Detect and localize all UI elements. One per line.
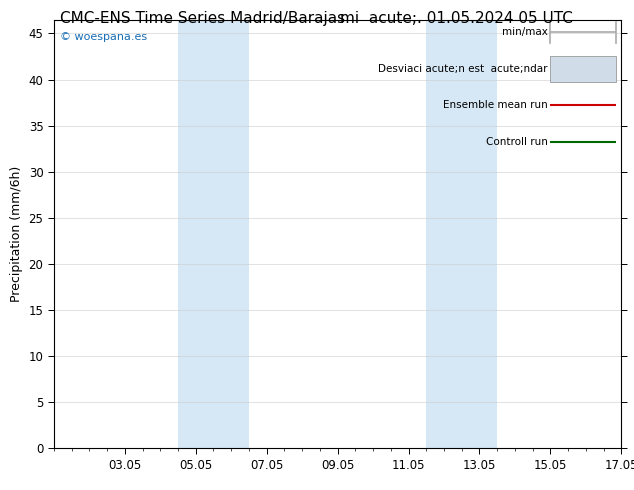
Bar [178, 20, 249, 448]
Text: Ensemble mean run: Ensemble mean run [443, 100, 548, 110]
Text: CMC-ENS Time Series Madrid/Barajas: CMC-ENS Time Series Madrid/Barajas [60, 11, 346, 26]
Text: © woespana.es: © woespana.es [60, 32, 146, 43]
Text: Controll run: Controll run [486, 137, 548, 147]
Bar [426, 20, 497, 448]
Text: mi  acute;. 01.05.2024 05 UTC: mi acute;. 01.05.2024 05 UTC [340, 11, 573, 26]
Text: min/max: min/max [501, 27, 548, 37]
Y-axis label: Precipitation (mm/6h): Precipitation (mm/6h) [10, 166, 23, 302]
Text: Desviaci acute;n est  acute;ndar: Desviaci acute;n est acute;ndar [378, 64, 548, 74]
Bar [550, 56, 616, 82]
